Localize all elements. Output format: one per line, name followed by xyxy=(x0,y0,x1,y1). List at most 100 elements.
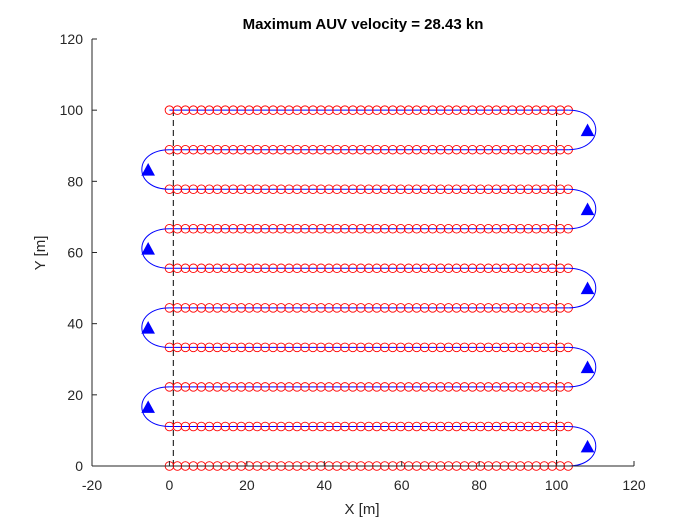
waypoint-marker xyxy=(364,144,374,155)
waypoint-marker xyxy=(252,303,262,313)
waypoint-marker xyxy=(475,303,486,313)
waypoint-marker xyxy=(316,382,326,392)
waypoint-marker xyxy=(372,184,382,194)
waypoint-marker xyxy=(459,421,470,432)
waypoint-marker xyxy=(427,382,438,392)
waypoint-marker xyxy=(332,105,342,115)
waypoint-marker xyxy=(340,382,350,392)
waypoint-marker xyxy=(411,224,422,234)
waypoint-marker xyxy=(308,224,318,234)
waypoint-marker xyxy=(276,421,286,432)
waypoint-marker xyxy=(411,303,422,313)
waypoint-marker xyxy=(531,263,542,274)
waypoint-marker xyxy=(276,184,286,194)
waypoint-marker xyxy=(236,263,246,274)
waypoint-marker xyxy=(252,184,262,194)
waypoint-marker xyxy=(212,382,223,392)
waypoint-marker xyxy=(332,224,342,234)
waypoint-marker xyxy=(451,303,462,313)
waypoint-marker xyxy=(547,303,557,313)
waypoint-marker xyxy=(292,382,302,392)
waypoint-marker xyxy=(180,303,191,313)
x-axis-label: X [m] xyxy=(344,501,379,518)
waypoint-marker xyxy=(403,224,414,234)
axes: -20 0 20 40 60 80 100 120 0 20 40 60 80 100 120 xyxy=(60,31,646,493)
waypoint-marker xyxy=(475,144,486,155)
waypoint-marker xyxy=(252,263,262,274)
waypoint-marker xyxy=(395,303,406,313)
waypoint-marker xyxy=(260,144,270,155)
waypoint-marker xyxy=(443,303,454,313)
waypoint-marker xyxy=(268,144,278,155)
turn-arc xyxy=(568,425,597,467)
waypoint-marker xyxy=(348,342,358,353)
waypoint-marker xyxy=(244,421,254,432)
waypoint-marker xyxy=(387,105,398,115)
waypoint-marker xyxy=(172,224,183,234)
x-tick-label: 40 xyxy=(316,477,332,493)
waypoint-marker xyxy=(387,382,398,392)
waypoint-marker xyxy=(523,224,534,234)
y-tick-label: 20 xyxy=(67,387,83,403)
waypoint-marker xyxy=(284,184,294,194)
waypoint-marker xyxy=(348,382,358,392)
waypoint-marker xyxy=(348,144,358,155)
waypoint-marker xyxy=(427,263,438,274)
waypoint-marker xyxy=(244,184,254,194)
waypoint-marker xyxy=(419,303,430,313)
waypoint-marker xyxy=(284,144,294,155)
waypoint-marker xyxy=(316,263,326,274)
waypoint-marker xyxy=(228,144,238,155)
waypoint-marker xyxy=(395,421,406,432)
waypoint-marker xyxy=(467,303,478,313)
waypoint-marker xyxy=(459,263,470,274)
waypoint-marker xyxy=(403,184,414,194)
waypoint-marker xyxy=(364,382,374,392)
waypoint-marker xyxy=(467,224,478,234)
waypoint-marker xyxy=(172,421,183,432)
waypoint-marker xyxy=(380,303,390,313)
waypoint-marker xyxy=(340,263,350,274)
x-tick-label: -20 xyxy=(82,477,102,493)
waypoint-marker xyxy=(419,382,430,392)
waypoint-marker xyxy=(555,421,565,432)
waypoint-marker xyxy=(292,184,302,194)
waypoint-marker xyxy=(523,303,534,313)
waypoint-marker xyxy=(220,184,231,194)
waypoint-marker xyxy=(443,105,454,115)
waypoint-marker xyxy=(395,342,406,353)
waypoint-marker xyxy=(276,382,286,392)
waypoint-marker xyxy=(212,421,223,432)
waypoint-marker xyxy=(300,342,310,353)
waypoint-marker xyxy=(332,263,342,274)
waypoint-marker xyxy=(332,342,342,353)
waypoint-marker xyxy=(324,382,334,392)
waypoint-marker xyxy=(300,382,310,392)
waypoint-marker xyxy=(172,382,183,392)
waypoint-marker xyxy=(316,421,326,432)
waypoint-marker xyxy=(356,303,366,313)
waypoint-marker xyxy=(220,105,231,115)
waypoint-marker xyxy=(467,184,478,194)
waypoint-marker xyxy=(204,184,215,194)
waypoint-marker xyxy=(483,421,494,432)
direction-arrow xyxy=(580,202,595,216)
waypoint-marker xyxy=(212,105,223,115)
waypoint-marker xyxy=(372,224,382,234)
waypoint-marker xyxy=(491,303,502,313)
turn-arc xyxy=(141,228,170,269)
waypoint-marker xyxy=(443,342,454,353)
waypoint-marker xyxy=(244,263,254,274)
waypoint-marker xyxy=(539,421,550,432)
waypoint-marker xyxy=(547,263,557,274)
waypoint-marker xyxy=(220,144,231,155)
waypoint-marker xyxy=(523,342,534,353)
y-tick-label: 0 xyxy=(75,458,83,474)
waypoint-marker xyxy=(531,342,542,353)
waypoint-marker xyxy=(308,144,318,155)
waypoint-marker xyxy=(324,184,334,194)
waypoint-marker xyxy=(364,342,374,353)
waypoint-marker xyxy=(340,224,350,234)
chart-title: Maximum AUV velocity = 28.43 kn xyxy=(243,16,484,33)
waypoint-marker xyxy=(172,184,183,194)
